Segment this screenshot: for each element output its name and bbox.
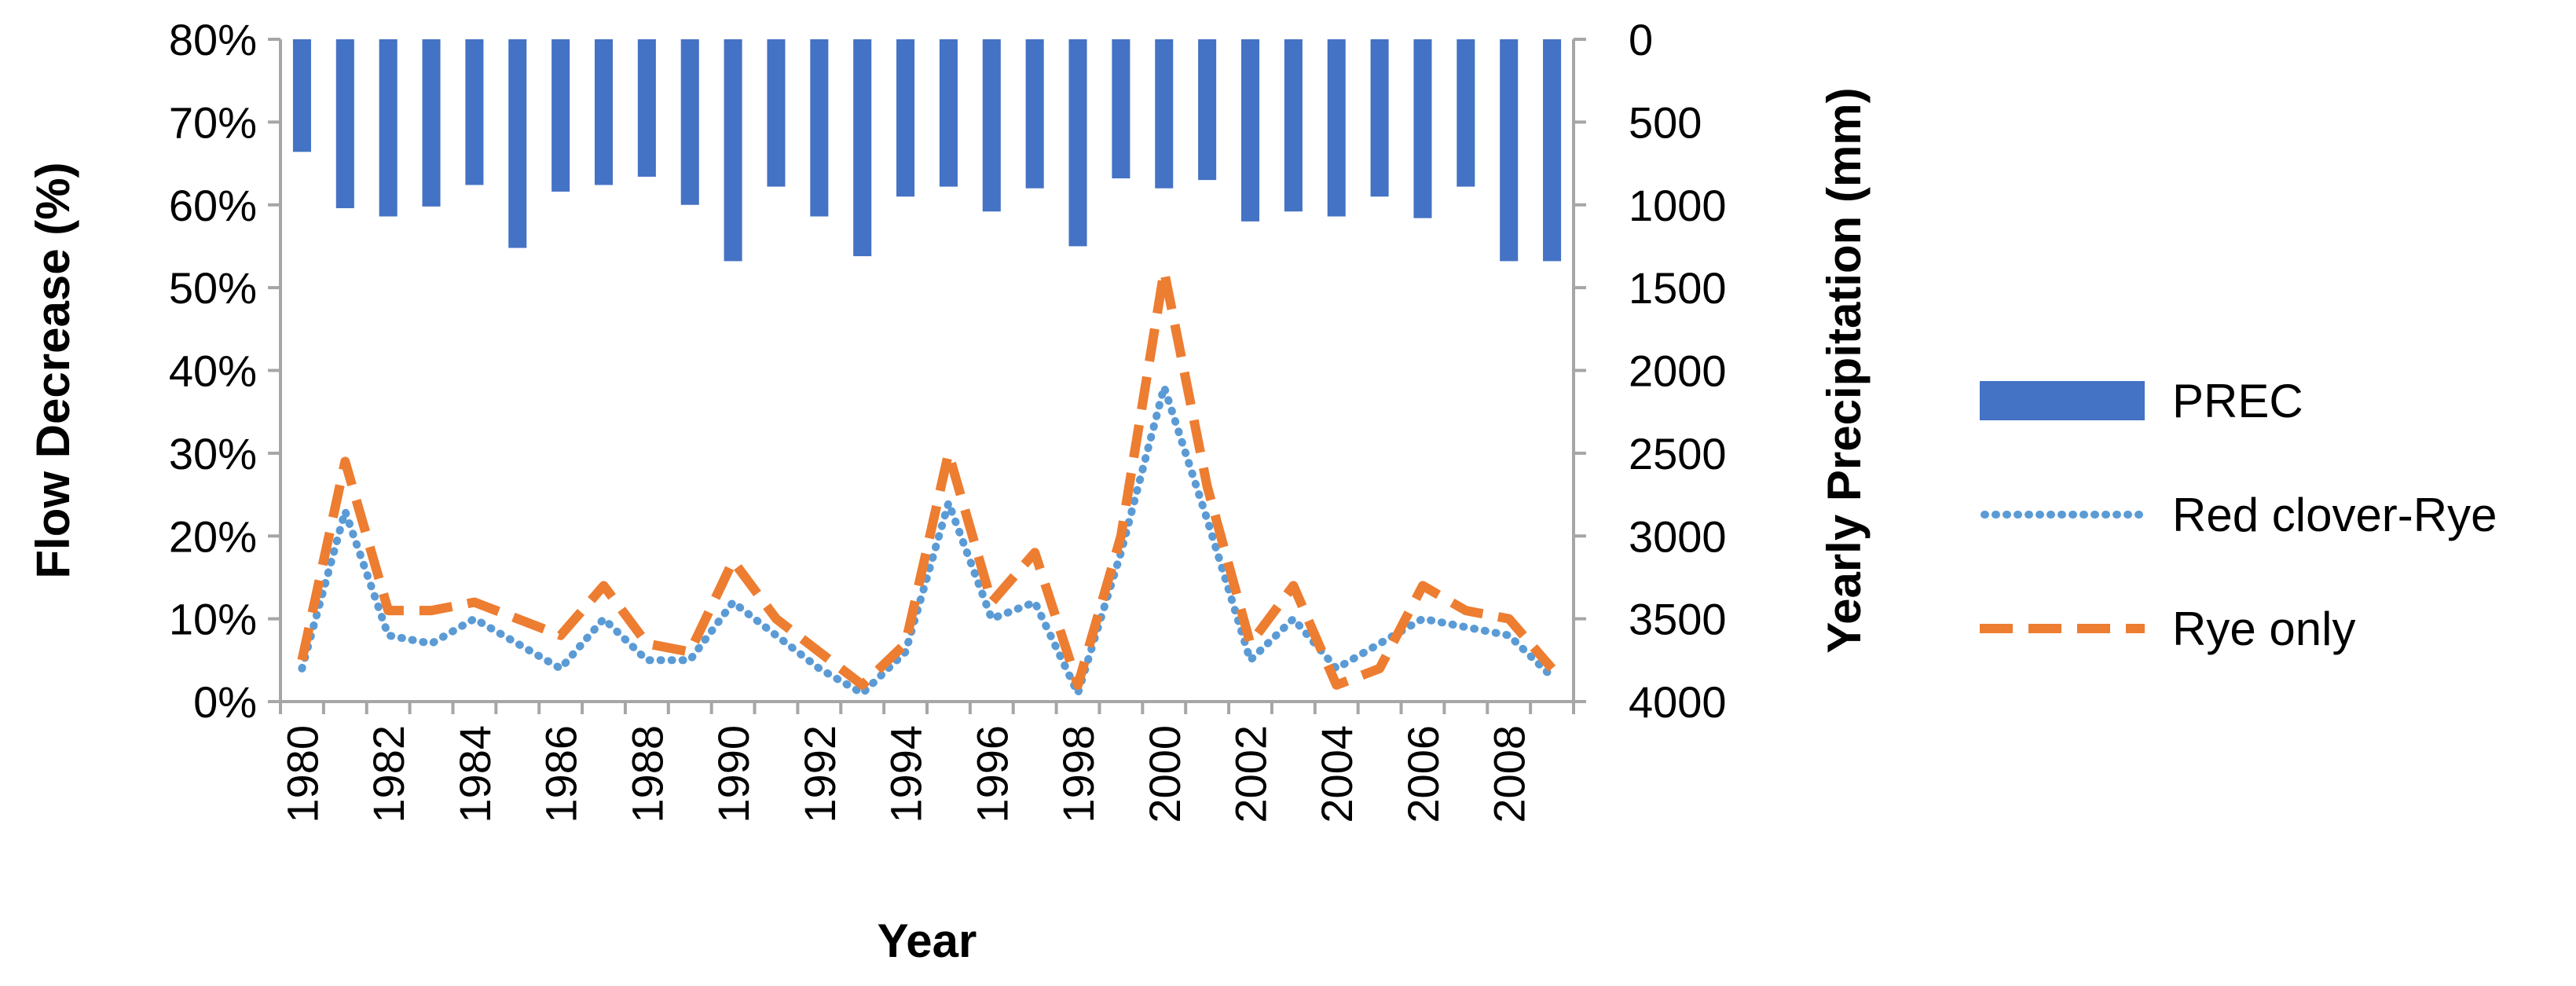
x-tick-label: 1990: [709, 725, 758, 823]
y-right-tick-label: 0: [1629, 15, 1653, 64]
prec-bar: [1155, 39, 1174, 189]
prec-bar: [379, 39, 398, 217]
y-left-tick-label: 50%: [169, 263, 257, 313]
y-right-tick-label: 2000: [1629, 346, 1727, 396]
x-tick-label: 2006: [1398, 725, 1448, 823]
x-tick-label: 1988: [622, 725, 672, 823]
prec-bar: [465, 39, 484, 185]
lines-layer: [297, 266, 1556, 698]
prec-bar: [1284, 39, 1303, 212]
prec-bar: [810, 39, 829, 217]
prec-bar: [724, 39, 742, 262]
prec-bar: [1112, 39, 1130, 179]
y-right-tick-label: 4000: [1629, 677, 1727, 727]
prec-bar: [1068, 39, 1087, 247]
prec-bar: [1500, 39, 1519, 262]
y-right-tick-label: 500: [1629, 97, 1702, 147]
prec-bar: [1543, 39, 1562, 262]
legend-swatch-prec: [1980, 381, 2145, 420]
prec-bar: [551, 39, 570, 192]
legend-label: Rye only: [2172, 603, 2355, 655]
y-right-tick-label: 2500: [1629, 429, 1727, 478]
prec-bar: [508, 39, 527, 248]
y-right-tick-label: 1000: [1629, 181, 1727, 230]
y-axis-left-title: Flow Decrease (%): [27, 162, 79, 578]
y-left-tick-label: 30%: [169, 429, 257, 478]
x-axis-title: Year: [878, 915, 977, 967]
prec-bar: [1413, 39, 1432, 218]
x-tick-label: 1996: [967, 725, 1017, 823]
prec-bar: [896, 39, 915, 197]
x-tick-label: 2008: [1485, 725, 1534, 823]
prec-bar: [939, 39, 958, 187]
y-left-tick-label: 10%: [169, 595, 257, 644]
y-right-tick-label: 3000: [1629, 511, 1727, 561]
y-left-tick-label: 70%: [169, 97, 257, 147]
x-tick-label: 1994: [881, 725, 931, 823]
legend-label: PREC: [2172, 375, 2303, 427]
prec-bar: [1327, 39, 1346, 217]
prec-bar: [680, 39, 699, 205]
y-axis-right-title: Yearly Precipitation (mm): [1818, 87, 1871, 653]
x-tick-label: 1984: [450, 725, 500, 823]
prec-bar: [1370, 39, 1389, 197]
y-left-tick-label: 0%: [193, 677, 257, 727]
legend-label: Red clover-Rye: [2172, 489, 2497, 541]
prec-bar: [1025, 39, 1044, 189]
prec-bar: [767, 39, 786, 187]
x-tick-label: 2000: [1140, 725, 1189, 823]
prec-bar: [335, 39, 354, 208]
prec-bar: [982, 39, 1001, 212]
prec-bar: [594, 39, 614, 185]
prec-bar: [853, 39, 872, 257]
prec-bar: [1457, 39, 1475, 187]
y-left-tick-label: 80%: [169, 15, 257, 64]
x-tick-label: 2002: [1226, 725, 1276, 823]
x-tick-label: 2004: [1312, 725, 1361, 823]
x-tick-label: 1998: [1053, 725, 1103, 823]
prec-bar: [422, 39, 441, 207]
prec-bar: [637, 39, 656, 177]
prec-bar: [1198, 39, 1217, 181]
prec-bar: [1240, 39, 1260, 222]
red-clover-rye-line: [298, 383, 1556, 698]
y-left-tick-label: 40%: [169, 346, 257, 396]
x-tick-label: 1982: [364, 725, 413, 823]
y-right-tick-label: 3500: [1629, 595, 1727, 644]
rye-only-line: [297, 266, 1556, 690]
axes-layer: [268, 38, 1586, 714]
ticks-layer: 0% 10% 20% 30% 40% 50% 60% 70% 80% 0 500 1000 1500 20…: [169, 15, 1727, 823]
y-left-tick-label: 20%: [169, 511, 257, 561]
y-left-tick-label: 60%: [169, 181, 257, 230]
y-right-tick-label: 1500: [1629, 263, 1727, 313]
x-tick-label: 1980: [277, 725, 327, 823]
legend: PREC Red clover-Rye Rye only: [1980, 375, 2497, 655]
x-tick-label: 1992: [795, 725, 845, 823]
bars-layer: [292, 39, 1562, 262]
x-tick-label: 1986: [537, 725, 586, 823]
prec-bar: [292, 39, 311, 152]
